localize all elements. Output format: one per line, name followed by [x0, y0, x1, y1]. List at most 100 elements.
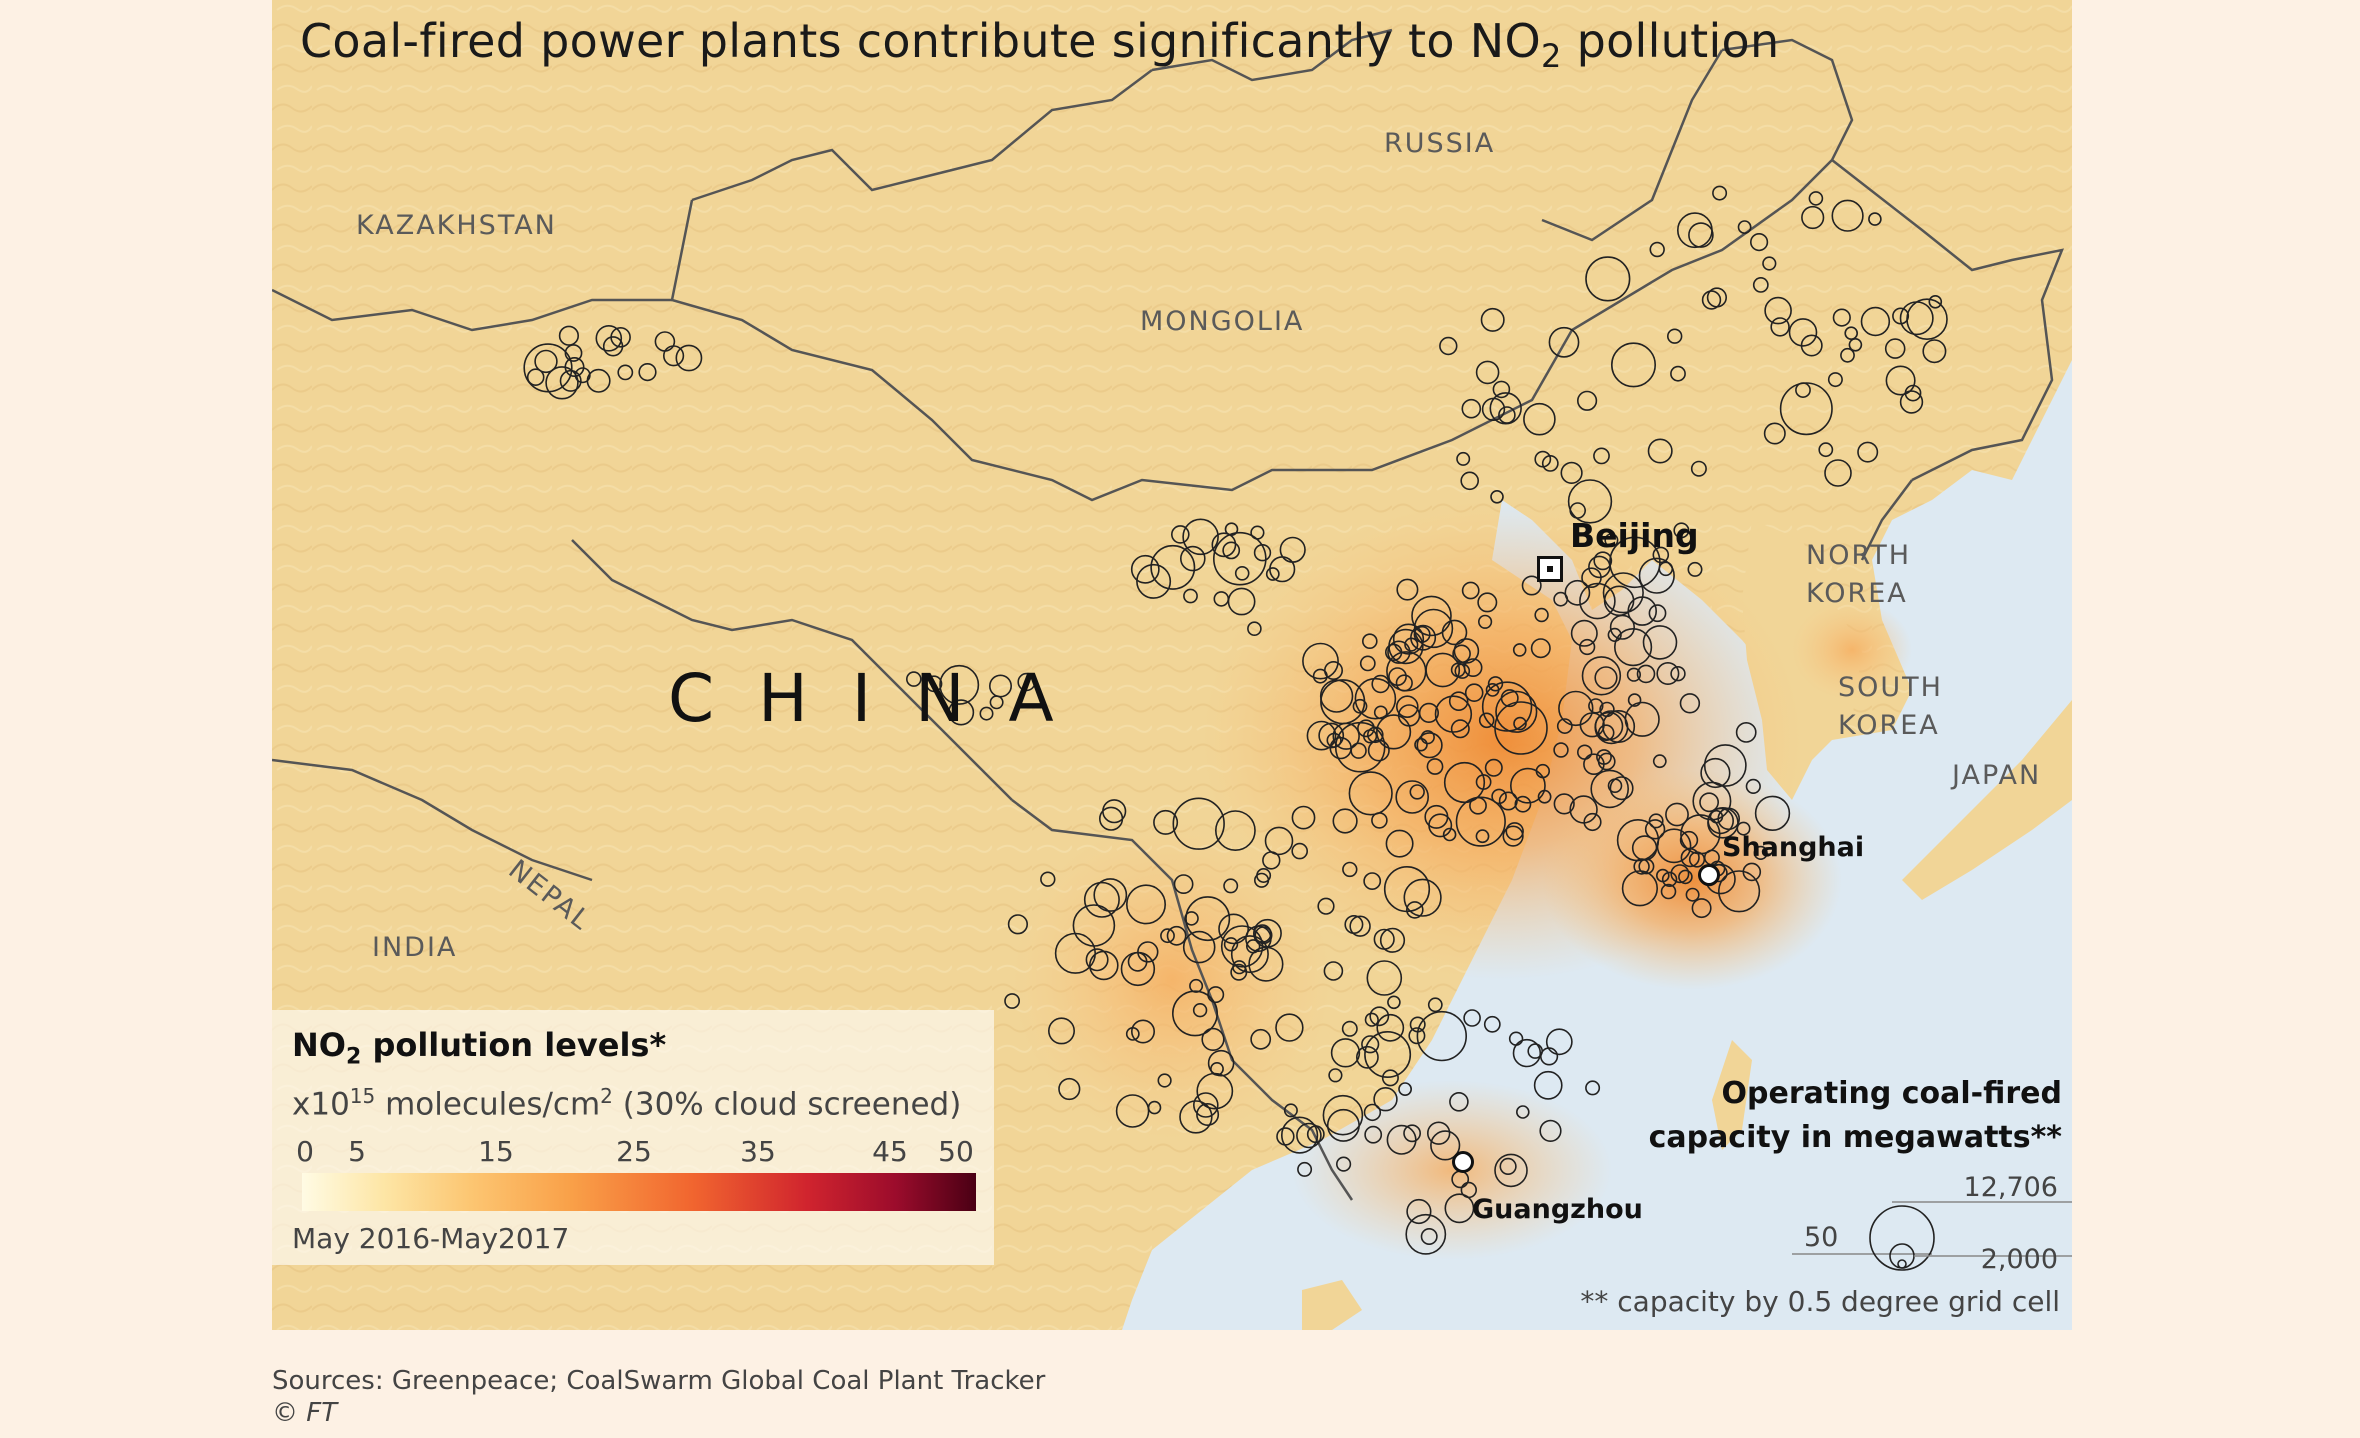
coal-plant-circle — [1153, 809, 1179, 835]
coal-plant-circle — [1680, 847, 1700, 868]
capacity-title-line-2: capacity in megawatts** — [1648, 1120, 2062, 1155]
legend-tick-45: 45 — [872, 1135, 908, 1168]
coal-plant-circle — [1567, 479, 1613, 524]
coal-plant-circle — [1396, 695, 1419, 719]
label-kazakhstan: KAZAKHSTAN — [356, 210, 557, 241]
coal-plant-circle — [1535, 763, 1551, 779]
beijing-marker[interactable] — [1537, 556, 1563, 582]
coal-plant-circle — [1403, 878, 1442, 917]
legend-color-ramp — [302, 1173, 976, 1211]
coal-plant-circle — [1461, 398, 1482, 419]
capacity-circle-min — [1897, 1259, 1907, 1269]
label-shanghai: Shanghai — [1722, 832, 1865, 863]
coal-plant-circle — [1264, 826, 1294, 856]
coal-plant-circle — [1494, 1153, 1528, 1188]
coal-plant-circle — [1737, 220, 1752, 234]
coal-plant-circle — [1083, 881, 1120, 918]
coal-plant-circle — [1250, 1028, 1272, 1050]
coal-plant-circle — [1717, 870, 1761, 913]
coal-plant-circle — [1332, 808, 1358, 834]
coal-plant-circle — [1218, 913, 1250, 945]
coal-plant-circle — [1679, 693, 1701, 714]
shanghai-marker[interactable] — [1698, 864, 1720, 886]
capacity-title-line-1: Operating coal-fired — [1721, 1076, 2063, 1111]
coal-plant-circle — [1597, 724, 1615, 742]
coal-plant-circle — [1477, 614, 1493, 629]
coal-plant-circle — [1230, 935, 1269, 974]
coal-plant-circle — [1395, 780, 1429, 814]
coal-plant-circle — [1579, 582, 1616, 620]
coal-plant-circle — [1570, 619, 1598, 647]
coal-plant-circle — [1416, 732, 1443, 759]
coal-plant-circle — [1182, 518, 1219, 556]
coal-plant-circle — [1410, 624, 1437, 651]
coal-plant-circle — [1652, 546, 1670, 564]
hotspot-seoul — [1792, 600, 1912, 700]
capacity-note: ** capacity by 0.5 degree grid cell — [1580, 1285, 2060, 1318]
coal-plant-circle — [1530, 638, 1551, 659]
coal-plant-circle — [1687, 561, 1703, 577]
coal-plant-circle — [1341, 1020, 1358, 1037]
coal-plant-circle — [1487, 676, 1504, 692]
coal-plant-circle — [1250, 525, 1265, 540]
coal-plants — [523, 185, 1948, 1255]
coal-plant-circle — [1283, 1103, 1298, 1118]
coal-plant-circle — [1349, 915, 1371, 937]
coal-plant-circle — [1647, 438, 1673, 464]
coal-plant-circle — [545, 366, 579, 400]
coal-plant-circle — [1085, 948, 1109, 972]
coal-plant-circle — [1553, 793, 1575, 815]
coal-plant-circle — [1899, 390, 1924, 414]
capacity-min-value: 50 — [1804, 1222, 1839, 1253]
coal-plant-circle — [1456, 451, 1471, 466]
coal-plant-circle — [1125, 884, 1166, 925]
coal-plant-circle — [1007, 914, 1029, 935]
coal-plant-circle — [1539, 1119, 1562, 1142]
coal-plant-circle — [1678, 869, 1693, 885]
coal-plant-circle — [1475, 829, 1490, 844]
coal-plant-circle — [1330, 1038, 1361, 1068]
coal-plant-circle — [1420, 1228, 1438, 1246]
coal-plant-circle — [638, 363, 657, 382]
coal-plant-circle — [1234, 565, 1250, 581]
coal-plant-circle — [1904, 384, 1922, 402]
guangzhou-marker[interactable] — [1452, 1151, 1474, 1173]
coal-plant-circle — [1279, 536, 1306, 563]
coal-plant-circle — [1179, 1100, 1213, 1134]
coal-plant-circle — [1265, 567, 1280, 581]
coal-plant-circle — [1364, 1012, 1379, 1027]
coal-plant-circle — [1512, 1038, 1542, 1068]
china-map[interactable] — [272, 0, 2072, 1330]
coal-plant-circle — [1172, 797, 1225, 850]
coal-plant-circle — [1857, 441, 1879, 463]
legend-title-subscript: 2 — [345, 1044, 362, 1070]
coal-plant-circle — [1398, 1082, 1412, 1096]
coal-plant-circle — [1201, 1027, 1225, 1051]
label-north-korea-1: NORTH — [1806, 540, 1912, 571]
coal-plant-circle — [939, 664, 980, 705]
coal-plant-circle — [1475, 360, 1500, 385]
coal-plant-circle — [1593, 447, 1610, 465]
coal-plant-circle — [1848, 337, 1863, 352]
coal-plant-circle — [1093, 878, 1128, 912]
taiwan-land — [1712, 1040, 1752, 1150]
coal-plant-circle — [1579, 712, 1605, 738]
coal-plant-circle — [1884, 338, 1906, 359]
coal-plant-circle — [1441, 619, 1468, 646]
coal-plant-circle — [1558, 690, 1594, 727]
coal-plant-circle — [1326, 1108, 1360, 1142]
coal-plant-circle — [1585, 1080, 1601, 1096]
map-frame[interactable]: Coal-fired power plants contribute signi… — [272, 0, 2072, 1330]
label-beijing: Beijing — [1570, 516, 1699, 555]
coal-plant-circle — [1922, 339, 1947, 364]
coal-plant-circle — [1489, 392, 1522, 425]
coal-plant-circle — [1411, 595, 1452, 637]
coal-plant-circle — [1182, 930, 1216, 964]
coal-plant-circle — [1450, 719, 1470, 739]
coal-plant-circle — [564, 356, 585, 377]
coal-plant-circle — [1463, 1009, 1481, 1027]
coal-plant-circle — [1354, 677, 1397, 720]
coal-plant-circle — [1413, 625, 1431, 643]
legend-unit-note: (30% cloud screened) — [612, 1086, 962, 1123]
coal-plant-circle — [1609, 776, 1634, 801]
